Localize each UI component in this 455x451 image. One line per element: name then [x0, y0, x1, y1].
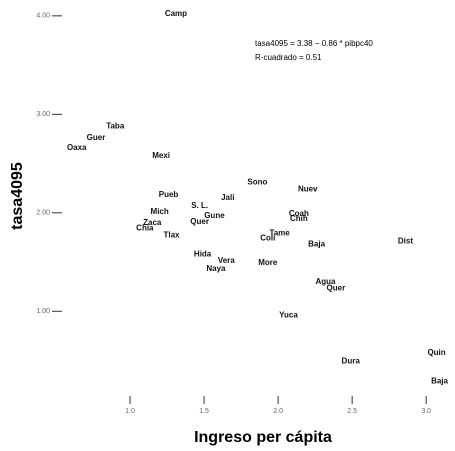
point-label: Nuev: [298, 184, 318, 193]
annotation: R-cuadrado = 0.51: [255, 53, 322, 62]
point-label: Mich: [151, 207, 169, 216]
point-label-emphasized: Chia: [136, 224, 154, 233]
y-tick-label: 4.00: [36, 13, 50, 20]
y-tick-label: 1.00: [36, 308, 50, 315]
point-label: Quer: [190, 217, 209, 226]
point-label: Chih: [290, 214, 308, 223]
point-label: Jali: [221, 193, 234, 202]
point-label: Zaca: [143, 218, 162, 227]
point-label: Yuca: [279, 310, 298, 319]
point-label: Taba: [106, 121, 125, 130]
y-tick-label: 3.00: [36, 111, 50, 118]
point-label: Baja: [431, 376, 448, 385]
y-tick-label: 2.00: [36, 210, 50, 217]
point-label: Tlax: [163, 231, 180, 240]
x-tick-label: 3.0: [421, 408, 431, 415]
point-label: Guer: [87, 133, 106, 142]
point-label: Pueb: [159, 190, 179, 199]
point-label: Vera: [218, 256, 235, 265]
x-tick-label: 1.5: [199, 408, 209, 415]
point-label: More: [258, 258, 278, 267]
x-axis-label: Ingreso per cápita: [194, 429, 332, 446]
point-label: Baja: [308, 239, 325, 248]
point-label: Quin: [427, 348, 445, 357]
point-label: Tame: [269, 229, 290, 238]
point-label: Oaxa: [67, 143, 87, 152]
point-label: Quer: [327, 284, 346, 293]
point-label: Dist: [398, 236, 413, 245]
point-label: Camp: [165, 9, 187, 18]
point-label: Gune: [204, 211, 225, 220]
x-tick-label: 1.0: [125, 408, 135, 415]
annotation: tasa4095 = 3.38 − 0.86 * pibpc40: [255, 39, 373, 48]
point-label: Sono: [247, 177, 267, 186]
point-label: Dura: [342, 357, 361, 366]
point-label: Agua: [316, 277, 337, 286]
point-label: Coah: [289, 209, 309, 218]
point-label: Coli: [260, 234, 275, 243]
x-tick-label: 2.0: [273, 408, 283, 415]
y-axis-label: tasa4095: [9, 162, 26, 230]
point-label: Hida: [194, 249, 212, 258]
x-tick-label: 2.5: [347, 408, 357, 415]
point-label: Naya: [206, 264, 226, 273]
point-label: S. L.: [191, 201, 208, 210]
point-label: Mexi: [152, 151, 170, 160]
